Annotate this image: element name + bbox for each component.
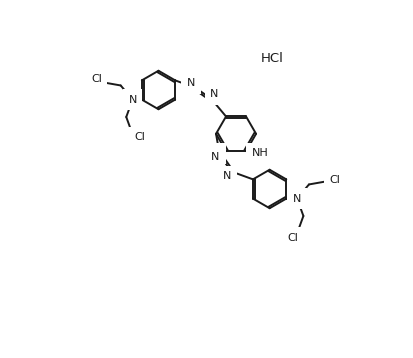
Text: N: N [211, 151, 219, 161]
Text: NH: NH [251, 149, 268, 159]
Text: N: N [186, 78, 195, 88]
Text: HCl: HCl [260, 52, 283, 65]
Text: Cl: Cl [286, 233, 297, 243]
Text: Cl: Cl [135, 132, 145, 142]
Text: N: N [128, 95, 136, 105]
Text: N: N [292, 194, 301, 204]
Text: N: N [223, 171, 231, 181]
Text: HN: HN [203, 149, 220, 159]
Text: Cl: Cl [329, 175, 339, 185]
Text: Cl: Cl [91, 74, 102, 84]
Text: N: N [209, 89, 218, 99]
